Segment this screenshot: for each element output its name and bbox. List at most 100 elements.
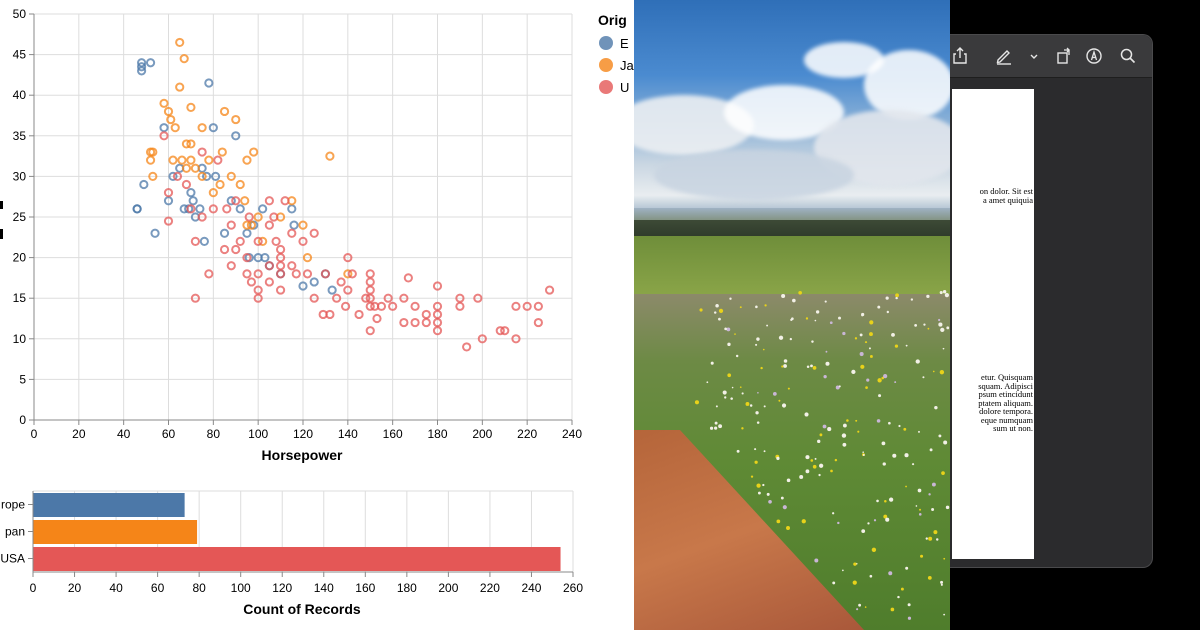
flower-speck <box>764 304 767 307</box>
scatter-y-tick-label: 40 <box>13 88 27 102</box>
scatter-x-tick-label: 220 <box>517 427 537 441</box>
flower-speck <box>915 505 918 507</box>
flower-speck <box>860 364 865 369</box>
flower-speck <box>824 300 827 303</box>
flower-speck <box>755 343 758 346</box>
scatter-point <box>410 301 420 311</box>
flower-speck <box>866 378 870 382</box>
flower-speck <box>838 316 841 320</box>
flower-speck <box>869 320 874 325</box>
chevron-down-icon[interactable] <box>1024 46 1044 66</box>
flower-speck <box>750 475 754 478</box>
flower-speck <box>934 405 938 410</box>
scatter-point <box>264 277 274 287</box>
flower-speck <box>810 459 814 462</box>
flower-speck <box>756 421 760 424</box>
scatter-point <box>365 269 375 279</box>
scatter-point <box>163 216 174 226</box>
bar-chart: 0 20 40 60 80 100 120 140 160 180 200 220 240 260 rope… <box>0 490 583 617</box>
flower-speck <box>812 366 817 370</box>
flower-speck <box>762 348 765 351</box>
flower-speck <box>943 440 948 445</box>
scatter-point <box>163 188 174 198</box>
flower-speck <box>865 386 868 389</box>
document-line: sum ut non. <box>993 423 1033 433</box>
scatter-point <box>343 253 353 263</box>
scatter-points <box>132 37 555 352</box>
scatter-point <box>291 269 301 279</box>
flower-speck <box>914 323 918 327</box>
scatter-y-tick-label: 20 <box>13 251 27 265</box>
scatter-point <box>226 220 236 230</box>
document-viewer-window: on dolor. Sit est a amet quiquia etur. Q… <box>950 0 1200 630</box>
document-line: dolore tempora. <box>979 406 1033 416</box>
rotate-icon[interactable] <box>1054 46 1074 66</box>
flower-speck <box>918 430 920 433</box>
search-icon[interactable] <box>1118 46 1138 66</box>
flower-speck <box>882 462 886 466</box>
scatter-point <box>202 171 212 181</box>
scatter-point <box>197 212 207 222</box>
document-page[interactable]: on dolor. Sit est a amet quiquia etur. Q… <box>952 89 1034 559</box>
flower-speck <box>931 482 936 487</box>
markup-pen-icon[interactable] <box>994 46 1014 66</box>
scatter-point <box>168 171 178 181</box>
flower-speck <box>873 519 877 522</box>
cloud <box>654 150 854 200</box>
flower-speck <box>718 317 721 321</box>
bar <box>33 547 561 571</box>
scatter-y-tick-label: 30 <box>13 169 27 183</box>
scatter-x-tick-label: 180 <box>427 427 447 441</box>
flower-speck <box>814 457 817 460</box>
flower-speck <box>811 340 814 343</box>
green-meadow <box>634 236 950 296</box>
scatter-point <box>204 269 214 279</box>
scatter-point <box>325 151 335 161</box>
scatter-y-tick-label: 0 <box>19 413 26 427</box>
flower-speck <box>837 521 840 525</box>
flower-speck <box>694 400 700 405</box>
scatter-point <box>186 188 196 198</box>
flower-speck <box>756 483 761 488</box>
scatter-point <box>186 139 196 149</box>
flower-speck <box>805 317 809 320</box>
flower-speck <box>801 519 806 524</box>
flower-speck <box>945 505 950 510</box>
flower-speck <box>846 419 849 422</box>
flower-speck <box>710 361 714 365</box>
scatter-point <box>533 317 543 328</box>
flower-speck <box>790 318 793 321</box>
scatter-point <box>195 204 205 214</box>
annotate-circle-a-icon[interactable] <box>1084 46 1104 66</box>
scatter-point <box>511 301 521 311</box>
flower-speck <box>731 386 734 389</box>
document-line: on dolor. Sit est <box>979 186 1033 196</box>
flower-speck <box>786 478 791 483</box>
scatter-point <box>354 309 364 320</box>
flower-speck <box>869 332 873 337</box>
scatter-point <box>242 253 252 263</box>
document-line: eque numquam <box>980 414 1033 425</box>
flower-speck <box>830 469 833 473</box>
scatter-point <box>177 155 187 165</box>
flower-speck <box>762 483 765 487</box>
flower-speck <box>907 603 911 607</box>
flower-speck <box>745 402 750 406</box>
flower-speck <box>838 385 841 388</box>
scatter-point <box>253 269 263 279</box>
scatter-point <box>175 37 185 48</box>
flower-speck <box>856 608 859 611</box>
scatter-point <box>175 82 185 92</box>
flower-speck <box>714 426 718 430</box>
document-line: squam. Adipisci <box>978 380 1033 391</box>
bar-x-tick-label: 120 <box>272 581 292 595</box>
scatter-point <box>213 155 223 165</box>
scatter-point <box>258 204 268 214</box>
bar-category-label: USA <box>0 552 25 566</box>
share-icon[interactable] <box>950 46 970 66</box>
flower-speck <box>851 369 856 374</box>
flower-speck <box>776 456 780 461</box>
scatter-point <box>343 285 353 295</box>
flower-speck <box>938 434 942 438</box>
scatter-point <box>383 293 393 303</box>
